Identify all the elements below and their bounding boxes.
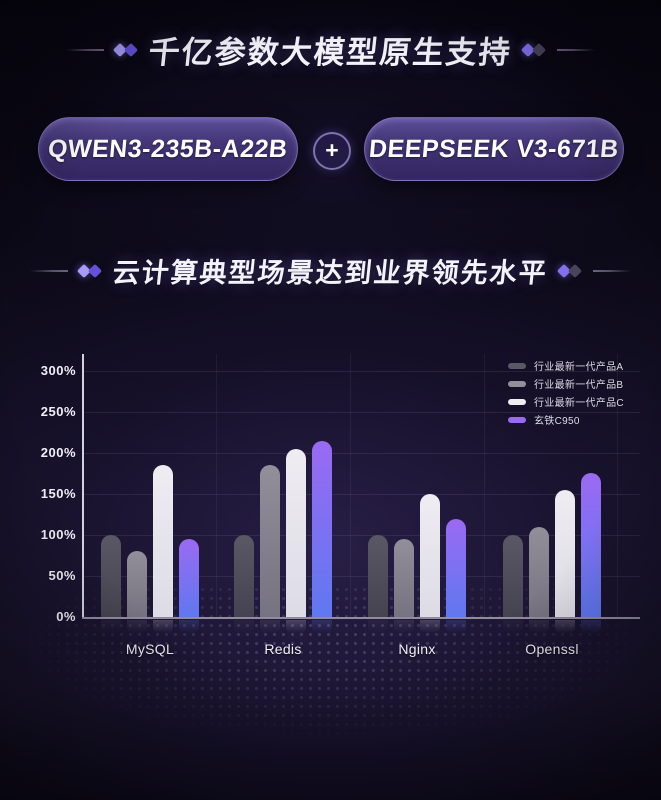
y-axis-tick-label: 250% [40,404,76,419]
chart-bar-reflection [260,620,280,633]
x-axis-category-label: Openssl [525,641,579,657]
chart-bar-reflection [179,620,199,633]
chart-bar [179,539,199,617]
chart-bar-reflection [234,620,254,633]
chart-bar-reflection [503,620,523,633]
chart-bar-reflection [153,620,173,633]
chart-bar [260,465,280,617]
legend-item: 行业最新一代产品C [508,394,624,409]
legend-swatch [508,416,526,423]
y-axis-tick-label: 0% [56,609,76,624]
chart-bar-reflection [446,620,466,633]
chart-bar [234,535,254,617]
y-axis-tick-label: 50% [48,568,76,583]
chart-bar [555,490,575,617]
y-axis-line [82,354,84,619]
x-axis-category-label: Redis [264,641,302,657]
legend-label: 行业最新一代产品B [534,380,624,391]
chart-bar [581,473,601,617]
y-axis-tick-label: 300% [40,363,76,378]
legend-label: 玄铁C950 [534,416,580,427]
chart-bar [446,519,466,617]
chart-bar [394,539,414,617]
gridline-vertical [350,354,351,617]
chart-bar [420,494,440,617]
chart-bar [101,535,121,617]
legend-item: 行业最新一代产品A [508,358,623,373]
x-axis-baseline [82,617,640,619]
chart-bar-reflection [368,620,388,633]
chart-bar [312,441,332,617]
chart-bar [127,551,147,617]
chart-bar-reflection [555,620,575,633]
chart-bar-reflection [286,620,306,633]
chart-bar-reflection [529,620,549,633]
chart-bar [153,465,173,617]
legend-item: 行业最新一代产品B [508,376,623,391]
chart-bar-reflection [394,620,414,633]
gridline-vertical [216,354,217,617]
chart-bar-reflection [312,620,332,633]
legend-item: 玄铁C950 [508,412,580,427]
y-axis-tick-label: 150% [40,486,76,501]
legend-swatch [508,380,526,387]
chart-bar-reflection [101,620,121,633]
gridline-vertical [484,354,485,617]
legend-label: 行业最新一代产品C [534,398,624,409]
gridline-horizontal [82,453,640,454]
chart-bar-reflection [420,620,440,633]
chart-bar [368,535,388,617]
legend-label: 行业最新一代产品A [534,362,624,373]
x-axis-category-label: MySQL [125,641,175,657]
legend-swatch [508,398,526,405]
chart-bar [286,449,306,617]
legend-swatch [508,362,526,369]
chart-bar-reflection [581,620,601,633]
y-axis-tick-label: 200% [40,445,76,460]
chart-bar [503,535,523,617]
chart-bar [529,527,549,617]
y-axis-tick-label: 100% [40,527,76,542]
chart-bar-reflection [127,620,147,633]
x-axis-category-label: Nginx [398,641,436,657]
